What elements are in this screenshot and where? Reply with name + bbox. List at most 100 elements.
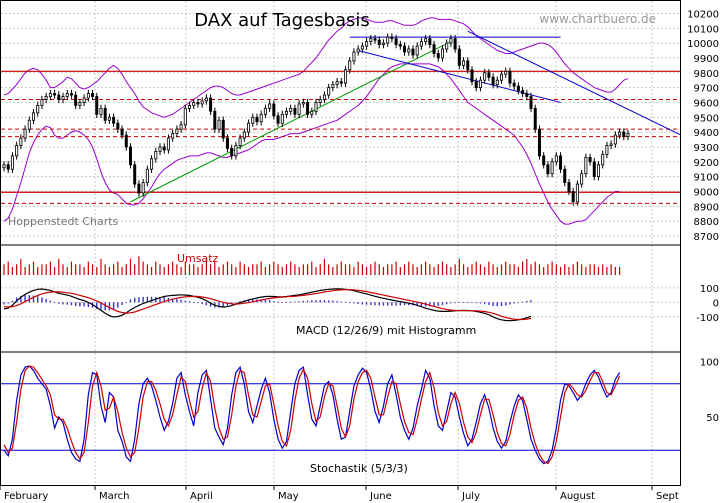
candle-body	[301, 102, 305, 105]
candle-body	[411, 48, 415, 56]
stochastic-tick-label: 50	[706, 413, 719, 424]
candle-body	[609, 143, 613, 146]
candle-body	[512, 82, 516, 87]
volume-bar	[572, 264, 574, 275]
volume-bar	[370, 264, 372, 275]
candle-body	[10, 155, 14, 170]
macd-histogram-bar	[146, 296, 149, 303]
macd-histogram-bar	[49, 300, 52, 303]
plot-frame	[0, 0, 681, 486]
volume-bar	[269, 264, 271, 275]
candle-body	[154, 151, 158, 160]
volume-bar	[108, 266, 111, 275]
macd-histogram-bar	[391, 302, 393, 306]
macd-histogram-bar	[483, 302, 486, 305]
volume-bar	[315, 266, 317, 275]
volume-bar	[290, 261, 292, 275]
candle-body	[470, 69, 474, 83]
volume-bar	[433, 266, 435, 275]
volume-bar	[349, 264, 351, 275]
candle-body	[550, 161, 554, 175]
volume-bar	[517, 266, 519, 275]
source-label: www.chartbuero.de	[539, 12, 656, 26]
grid	[1, 1, 681, 485]
candle-body	[183, 107, 187, 126]
macd-histogram-bar	[268, 300, 271, 303]
macd-histogram-bar	[471, 302, 473, 304]
price-tick-label: 9000	[694, 187, 719, 198]
month-label: Sept	[656, 491, 679, 502]
candle-body	[150, 158, 154, 170]
volume-bar	[500, 264, 503, 275]
volume-bar	[79, 264, 81, 275]
axes: February March April May June July August Sept 8…	[0, 9, 719, 502]
macd-histogram-bar	[277, 301, 279, 303]
downtrend-line	[467, 30, 682, 136]
volume-bar	[446, 264, 448, 275]
macd-histogram-bar	[53, 302, 56, 304]
candle-body	[567, 182, 571, 192]
candle-body	[344, 69, 348, 84]
volume-bar	[226, 261, 229, 275]
candle-body	[428, 38, 432, 45]
volume-bar	[361, 264, 363, 275]
price-tick-label: 9200	[694, 158, 719, 169]
month-label: March	[99, 491, 129, 502]
candle-body	[272, 103, 276, 117]
macd-histogram-bar	[454, 302, 456, 304]
candle-body	[166, 137, 170, 151]
volume-bar	[7, 261, 9, 275]
volume-bar	[273, 261, 275, 275]
volume-bar	[610, 264, 612, 275]
volume-bar	[555, 264, 557, 275]
macd-histogram-bar	[171, 298, 174, 303]
price-tick-label: 10200	[687, 9, 719, 20]
volume-bar	[593, 264, 595, 275]
candle-body	[449, 38, 453, 44]
volume-bar	[172, 261, 174, 275]
volume-bar	[121, 266, 123, 275]
macd-histogram-bar	[15, 297, 18, 303]
volume-bar	[467, 266, 469, 275]
macd-histogram-bar	[353, 302, 355, 304]
candlesticks	[2, 33, 630, 206]
macd-histogram-bar	[11, 300, 14, 303]
volume-bar	[104, 264, 106, 275]
volume-bar	[408, 261, 410, 275]
volume-bar	[538, 264, 541, 275]
volume-bar	[344, 264, 347, 275]
volume-bar	[231, 264, 233, 275]
candle-body	[377, 39, 381, 45]
volume-bar	[458, 258, 460, 275]
macd-tick-label: 100	[700, 284, 719, 295]
macd-histogram-bar	[496, 302, 498, 307]
volume-bar	[614, 266, 616, 275]
volume-bar	[521, 261, 524, 275]
month-label: May	[278, 491, 299, 502]
volume-bar	[530, 264, 532, 275]
candle-body	[310, 110, 314, 115]
volume-bar	[395, 261, 397, 275]
volume-bar	[125, 264, 127, 275]
volume-bar	[32, 261, 35, 275]
volume-bar	[222, 264, 224, 275]
volume-bar	[218, 266, 220, 275]
macd-histogram-bar	[87, 302, 90, 308]
volume-bar	[285, 264, 288, 275]
volume-bar	[45, 264, 47, 275]
macd-histogram-bar	[370, 302, 372, 305]
macd-histogram-bar	[530, 300, 532, 303]
candle-body	[293, 107, 297, 115]
macd-histogram-bar	[222, 302, 224, 308]
volume-bar	[75, 264, 77, 275]
macd-histogram-bar	[488, 302, 490, 305]
candle-body	[403, 45, 407, 53]
candle-body	[137, 183, 141, 194]
candle-body	[554, 155, 558, 163]
macd-histogram-bar	[437, 302, 439, 306]
volume-bar	[509, 264, 511, 275]
macd-histogram-bar	[403, 302, 406, 306]
candle-body	[2, 164, 6, 169]
macd-title: MACD (12/26/9) mit Histogramm	[296, 324, 476, 337]
